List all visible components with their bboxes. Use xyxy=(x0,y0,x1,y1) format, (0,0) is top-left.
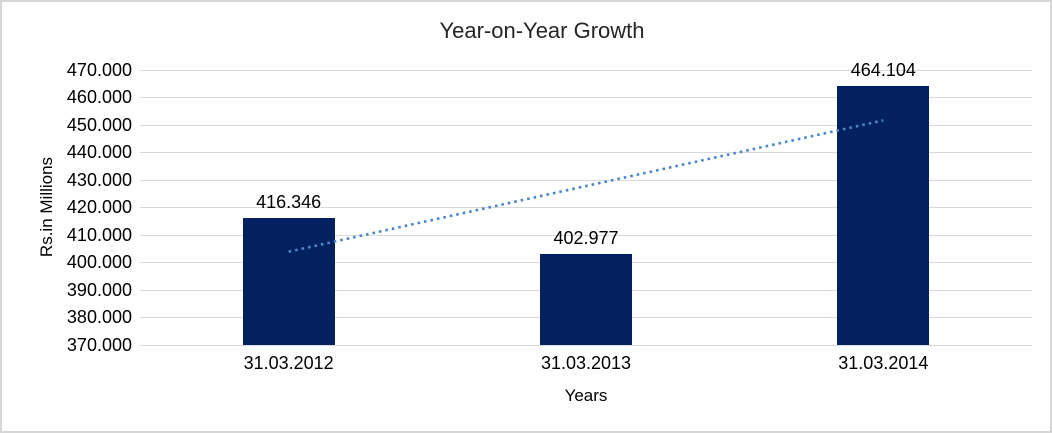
gridline xyxy=(140,152,1032,153)
y-tick-label: 470.000 xyxy=(66,59,132,80)
gridline xyxy=(140,97,1032,98)
y-tick-label: 390.000 xyxy=(66,279,132,300)
gridline xyxy=(140,124,1032,126)
gridline xyxy=(140,234,1032,236)
trendline xyxy=(288,119,884,253)
bar-data-label: 402.977 xyxy=(553,228,619,249)
y-tick-label: 410.000 xyxy=(66,224,132,245)
y-tick-label: 430.000 xyxy=(66,169,132,190)
bar-31.03.2014 xyxy=(837,86,930,345)
y-tick-label: 440.000 xyxy=(66,142,132,162)
bar-data-label: 464.104 xyxy=(850,60,916,81)
y-tick-label: 370.000 xyxy=(66,334,132,355)
x-tick-label: 31.03.2014 xyxy=(838,353,929,373)
gridline xyxy=(140,207,1032,208)
y-tick-label: 380.000 xyxy=(66,307,132,327)
x-tick-label: 31.03.2013 xyxy=(540,353,632,373)
y-tick-label: 420.000 xyxy=(66,197,132,217)
bar-31.03.2013 xyxy=(540,254,632,345)
y-tick-label: 450.000 xyxy=(66,114,132,135)
y-tick-label: 460.000 xyxy=(66,87,132,107)
bar-data-label: 416.346 xyxy=(256,191,322,212)
gridline xyxy=(140,179,1032,181)
plot-area: 416.346 402.977 464.104 xyxy=(140,60,1032,346)
x-axis-title: Years xyxy=(564,386,608,405)
gridline xyxy=(140,344,1032,346)
bar-31.03.2012 xyxy=(242,217,335,345)
chart-title: Year-on-Year Growth xyxy=(439,18,645,43)
y-tick-label: 400.000 xyxy=(66,252,132,272)
gridline xyxy=(140,69,1032,71)
x-tick-label: 31.03.2012 xyxy=(243,353,334,373)
